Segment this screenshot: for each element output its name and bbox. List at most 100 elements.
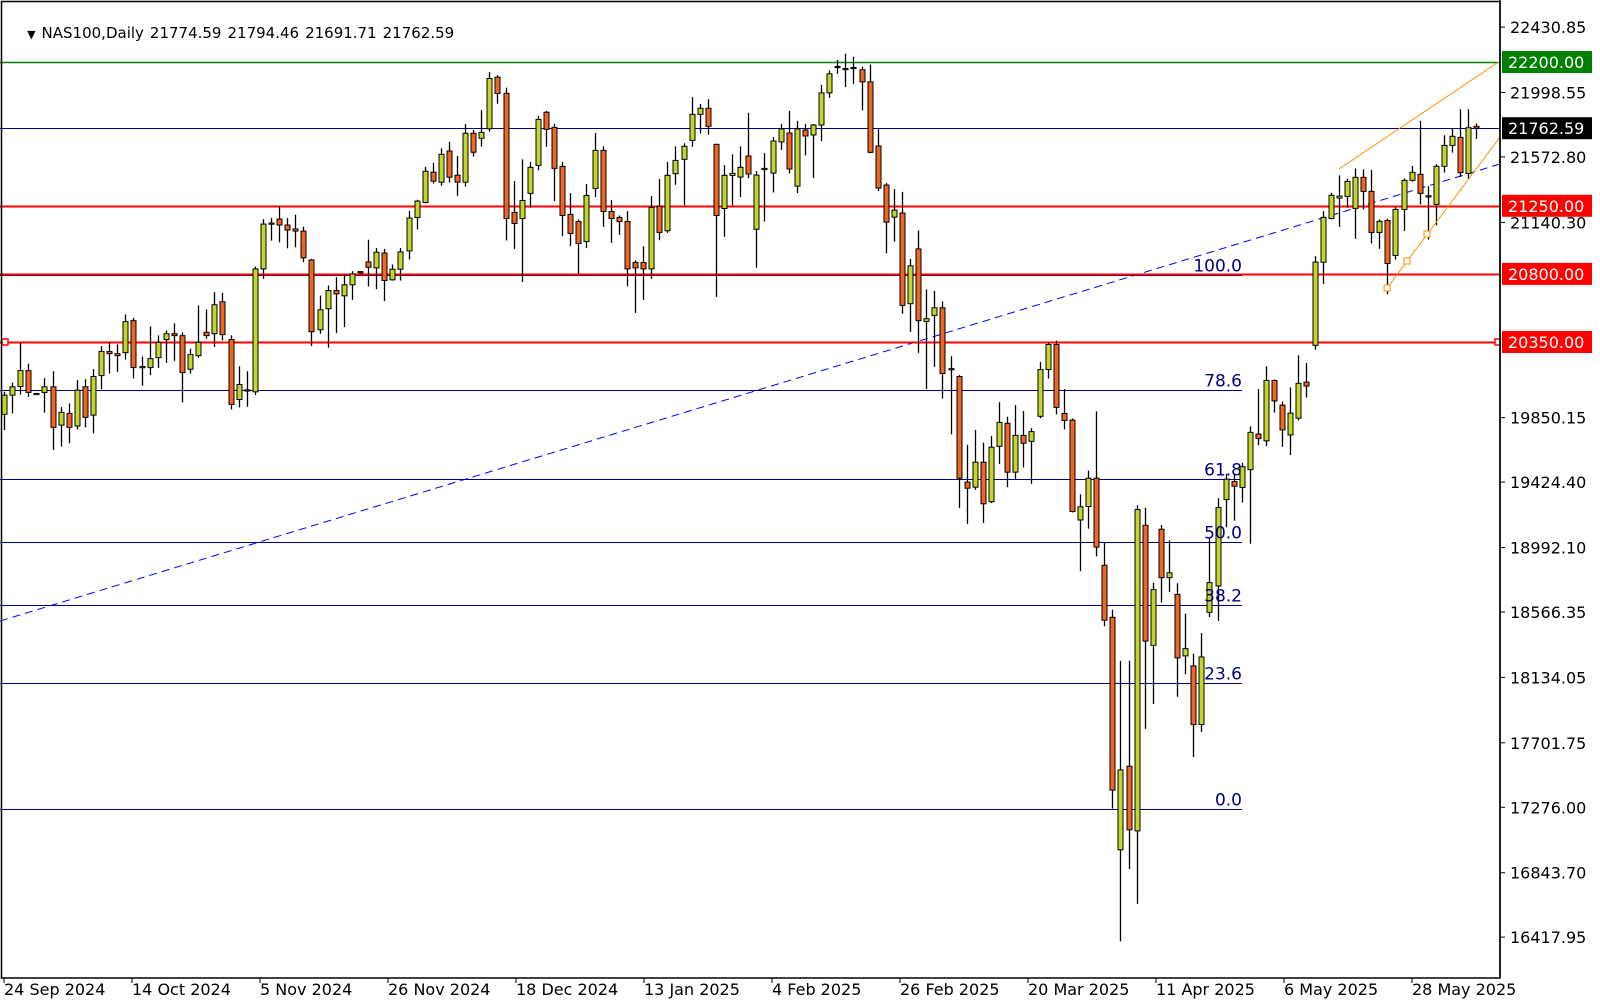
candle: [721, 165, 728, 237]
date-tick-label: 20 Mar 2025: [1028, 980, 1129, 999]
candle: [1401, 178, 1408, 232]
candle-body: [1012, 434, 1019, 473]
candle: [98, 346, 105, 390]
candle-body: [1077, 506, 1084, 521]
price-tick-label: 16843.70: [1510, 864, 1586, 883]
candle-body: [494, 76, 501, 94]
candle: [187, 348, 194, 374]
candle: [559, 162, 566, 237]
candle: [1150, 582, 1157, 705]
candle: [802, 123, 809, 156]
price-tick-label: 18566.35: [1510, 603, 1586, 622]
channel-upper-line[interactable]: [1338, 60, 1501, 170]
candle: [1295, 355, 1302, 421]
candle-body: [664, 174, 671, 232]
candle: [325, 285, 332, 348]
candle-body: [527, 166, 534, 194]
candle-body: [1150, 589, 1157, 646]
candle-body: [600, 149, 607, 213]
candle-body: [1409, 171, 1416, 181]
ohlc-close: 21762.59: [382, 24, 455, 42]
trendline[interactable]: [0, 163, 1501, 622]
candle: [1158, 524, 1165, 603]
candle: [575, 219, 582, 274]
candle-body: [74, 389, 81, 427]
channel-anchor-marker[interactable]: [1403, 257, 1411, 265]
candle: [551, 123, 558, 202]
candle-body: [842, 68, 849, 71]
candle: [640, 246, 647, 300]
candle: [50, 371, 57, 450]
price-tick-label: 21140.30: [1510, 213, 1586, 232]
candle: [1117, 660, 1124, 942]
candle: [786, 110, 793, 174]
fib-level-label: 38.2: [1204, 587, 1242, 607]
candle-body: [624, 221, 631, 270]
candle: [600, 146, 607, 227]
candle: [349, 271, 356, 300]
candle-body: [147, 358, 154, 369]
candle: [179, 332, 186, 403]
candle: [9, 382, 16, 414]
candle: [980, 442, 987, 524]
candle: [1344, 178, 1351, 208]
candle-body: [907, 265, 914, 305]
date-tick-label: 14 Oct 2024: [132, 980, 231, 999]
candle-body: [308, 259, 315, 333]
candle-body: [875, 145, 882, 189]
candle-body: [1417, 173, 1424, 194]
candle: [1174, 583, 1181, 697]
fib-level-label: 50.0: [1204, 524, 1242, 544]
candle-body: [82, 386, 89, 418]
channel-anchor-marker[interactable]: [1423, 230, 1431, 238]
candle: [705, 99, 712, 135]
candle: [1142, 507, 1149, 729]
candle-body: [519, 199, 526, 220]
line-anchor-marker[interactable]: [1, 338, 9, 346]
candle-body: [551, 126, 558, 169]
candle-body: [778, 128, 785, 143]
candle: [988, 435, 995, 504]
candle-body: [341, 284, 348, 297]
candle-body: [317, 309, 324, 331]
candle-body: [1198, 656, 1205, 725]
candle-body: [1093, 477, 1100, 548]
candle: [923, 289, 930, 390]
candle: [697, 103, 704, 134]
candle-body: [535, 118, 542, 166]
candle-body: [1037, 369, 1044, 417]
candle-body: [1425, 195, 1432, 198]
candle: [1085, 470, 1092, 529]
candle: [867, 64, 874, 154]
candle: [17, 342, 24, 395]
candle-body: [155, 341, 162, 359]
candle-body: [284, 224, 291, 231]
candle-body: [244, 389, 251, 392]
candle-body: [761, 167, 768, 171]
dropdown-triangle-icon[interactable]: ▼: [27, 28, 36, 41]
candle: [1045, 342, 1052, 379]
candle: [1182, 613, 1189, 675]
candle-body: [1223, 478, 1230, 501]
candle: [875, 129, 882, 192]
candle: [478, 110, 485, 147]
candle-body: [292, 228, 299, 232]
candle-body: [1312, 261, 1319, 346]
candle-body: [729, 172, 736, 176]
candle: [689, 96, 696, 147]
candle: [656, 178, 663, 241]
candle-body: [1020, 434, 1027, 444]
candle-body: [106, 351, 113, 355]
level-price-label: 21762.59: [1508, 119, 1584, 138]
candle-body: [980, 461, 987, 505]
candle-body: [1336, 195, 1343, 199]
fib-level-label: 61.8: [1204, 461, 1242, 481]
candle: [964, 444, 971, 524]
channel-anchor-marker[interactable]: [1383, 284, 1391, 292]
candle: [1004, 416, 1011, 488]
candle: [244, 371, 251, 407]
candle: [616, 215, 623, 235]
candle: [389, 264, 396, 281]
